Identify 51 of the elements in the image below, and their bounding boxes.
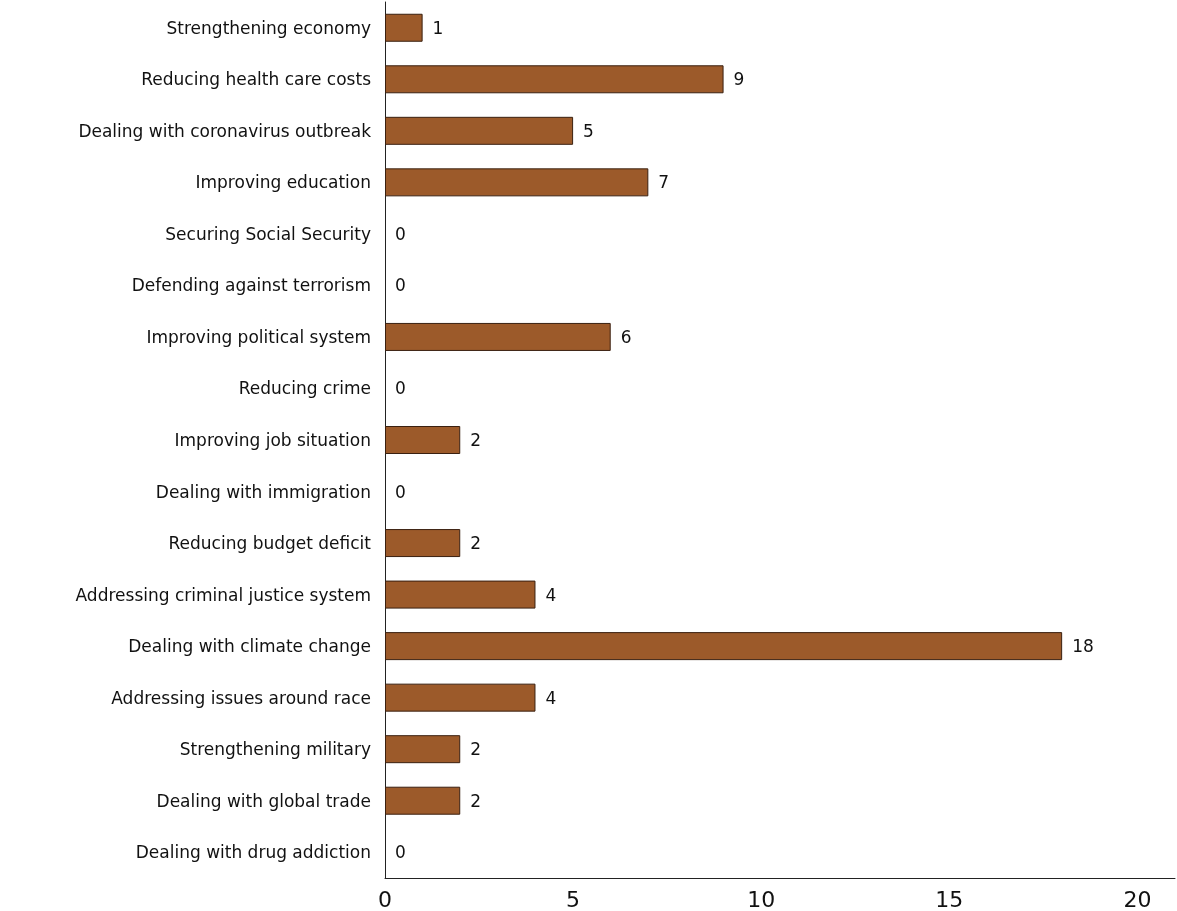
data-label: 5	[583, 120, 594, 141]
bar	[385, 632, 1063, 661]
data-label: 7	[658, 172, 670, 193]
bar	[385, 529, 461, 558]
x-tick-label: 15	[935, 886, 964, 911]
y-tick-label: Reducing health care costs	[141, 69, 372, 90]
y-tick-label: Securing Social Security	[165, 223, 371, 244]
bar	[385, 65, 724, 94]
x-tick-label: 5	[566, 886, 581, 911]
y-tick-label: Reducing budget deficit	[168, 533, 372, 554]
y-tick-label: Dealing with drug addiction	[135, 842, 371, 863]
y-tick-label: Dealing with coronavirus outbreak	[78, 120, 372, 141]
data-label: 1	[432, 17, 444, 38]
bar	[385, 322, 611, 351]
bar	[385, 786, 461, 815]
y-tick-label: Addressing criminal justice system	[75, 584, 371, 605]
data-label: 0	[395, 378, 406, 399]
x-tick-label: 20	[1123, 886, 1152, 911]
bar	[385, 116, 574, 145]
bar	[385, 580, 536, 609]
y-tick-label: Strengthening military	[179, 739, 371, 760]
data-label: 9	[733, 69, 745, 90]
data-label: 2	[470, 430, 482, 450]
y-tick-label: Improving political system	[146, 326, 371, 347]
data-label: 6	[620, 326, 632, 347]
bar	[385, 735, 461, 764]
bar	[385, 13, 423, 42]
x-tick-label: 10	[747, 886, 776, 911]
data-label: 4	[545, 584, 557, 605]
y-tick-label: Dealing with immigration	[155, 481, 371, 502]
data-label: 0	[395, 481, 406, 502]
data-label: 2	[470, 533, 482, 554]
y-tick-label: Improving job situation	[174, 430, 371, 450]
bar	[385, 168, 649, 197]
y-tick-label: Dealing with global trade	[156, 790, 371, 811]
y-tick-label: Reducing crime	[238, 378, 371, 399]
data-label: 0	[395, 842, 406, 863]
data-label: 2	[470, 790, 482, 811]
y-tick-label: Strengthening economy	[166, 17, 371, 38]
bar	[385, 426, 461, 454]
bar	[385, 683, 536, 712]
y-tick-label: Defending against terrorism	[131, 275, 371, 296]
data-label: 0	[395, 223, 406, 244]
data-label: 18	[1072, 636, 1094, 657]
data-label: 2	[470, 739, 482, 760]
data-label: 4	[545, 687, 557, 708]
y-tick-label: Dealing with climate change	[128, 636, 371, 657]
x-tick-label: 0	[378, 886, 392, 911]
y-tick-label: Addressing issues around race	[111, 687, 371, 708]
y-tick-label: Improving education	[195, 172, 371, 193]
data-label: 0	[395, 275, 406, 296]
